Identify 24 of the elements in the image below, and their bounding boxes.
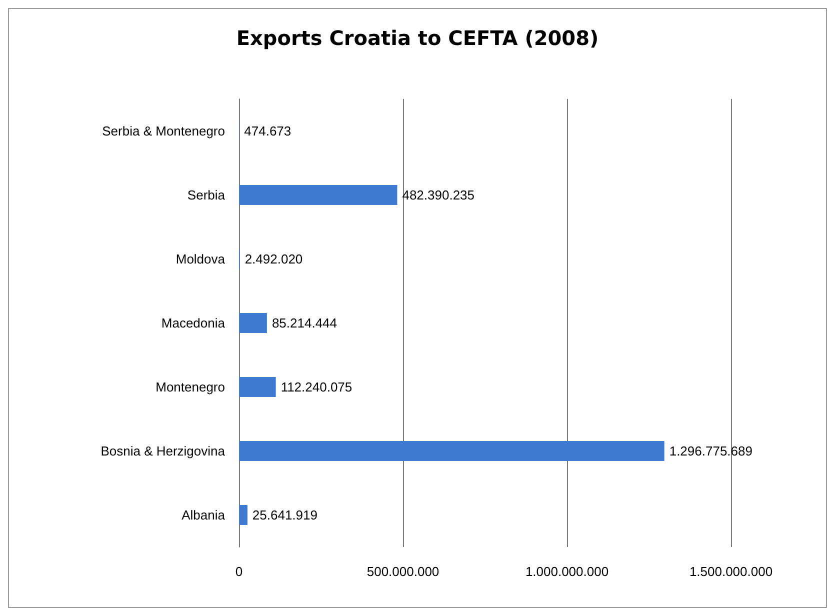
x-tick-label: 0 [235,564,243,579]
bar [239,313,267,333]
bar [239,505,248,525]
x-tick-label: 1.000.000.000 [525,564,609,579]
data-label: 1.296.775.689 [669,444,752,458]
bar [239,377,276,397]
data-label: 2.492.020 [244,252,303,266]
x-tick-label: 500.000.000 [366,564,440,579]
data-label: 85.214.444 [272,316,338,330]
y-tick-label: Serbia [187,188,226,202]
y-tick-label: Bosnia & Herzigovina [100,444,226,458]
y-tick-label: Macedonia [161,316,226,330]
y-tick-label: Albania [182,508,226,522]
y-tick-label: Serbia & Montenegro [102,124,225,138]
data-label: 474.673 [244,124,292,138]
bar [239,185,398,205]
bar [239,441,664,461]
x-tick-label: 1.500.000.000 [689,564,773,579]
chart-title: Exports Croatia to CEFTA (2008) [236,26,599,50]
data-label: 112.240.075 [280,380,352,394]
y-tick-label: Montenegro [156,380,225,394]
data-label: 25.641.919 [252,508,318,522]
data-label: 482.390.235 [402,188,475,202]
y-tick-label: Moldova [176,252,226,266]
